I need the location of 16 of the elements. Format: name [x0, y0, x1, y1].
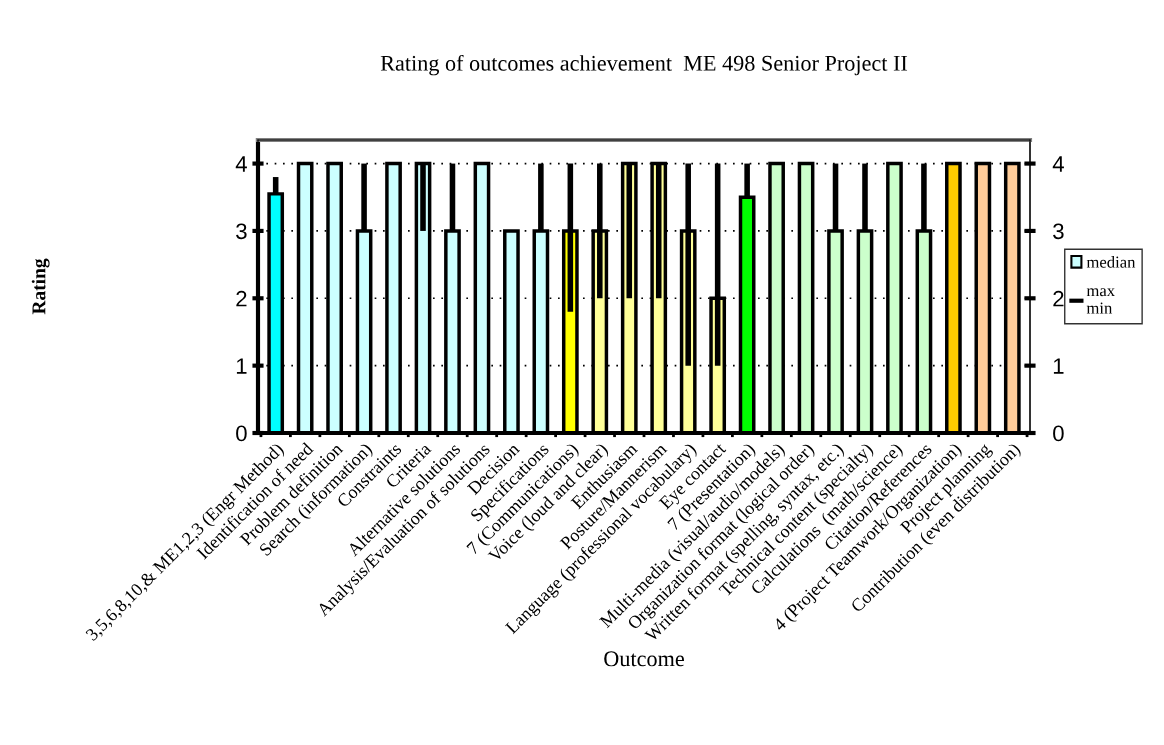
chart-title: Rating of outcomes achievement ME 498 Senior Project II [380, 54, 908, 76]
y-tick-label: 1 [236, 358, 247, 374]
y2-tick-label: 1 [1053, 358, 1064, 374]
y2-tick-label: 4 [1052, 156, 1064, 172]
y-axis-title: Rating [31, 258, 50, 315]
y2-tick-label: 2 [1053, 290, 1064, 307]
y-tick-label: 4 [235, 156, 247, 172]
y-tick-label: 3 [236, 223, 247, 240]
legend-label: median [1086, 256, 1136, 268]
text: max [1086, 288, 1115, 297]
text: min [1086, 302, 1113, 314]
y2-tick-label: 3 [1053, 223, 1064, 240]
y-tick-label: 0 [236, 425, 247, 442]
y2-tick-label: 0 [1053, 425, 1064, 442]
y-tick-label: 2 [236, 290, 247, 307]
x-axis-title: Outcome [604, 651, 684, 667]
